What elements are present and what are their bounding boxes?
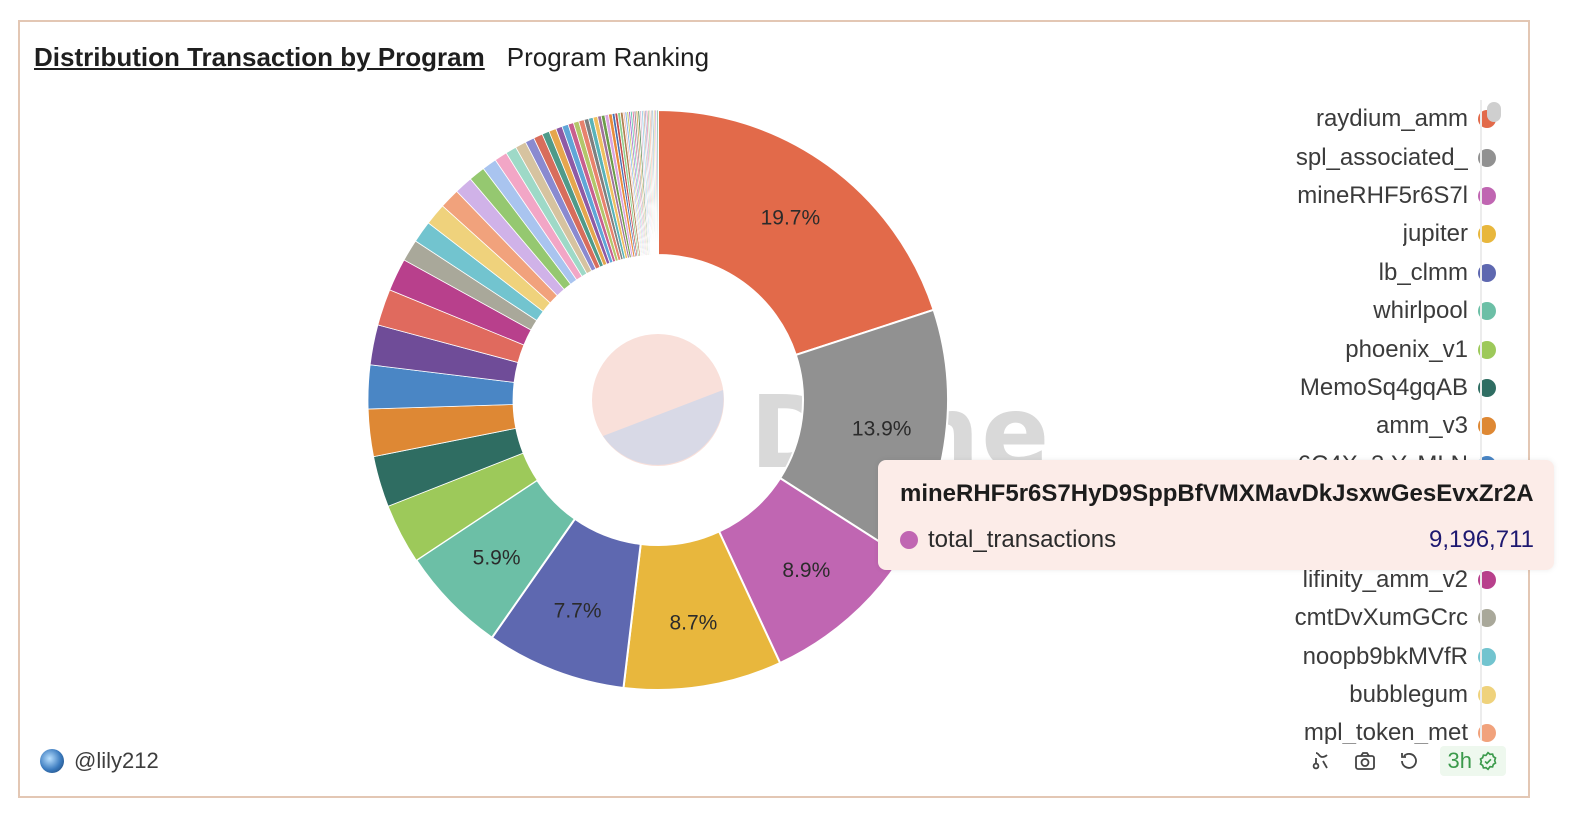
tooltip-series-name: total_transactions	[928, 526, 1117, 553]
slice-percent-label: 13.9%	[852, 417, 912, 440]
legend-item[interactable]: amm_v3	[1236, 407, 1496, 445]
legend-label: MemoSq4gqAB	[1299, 373, 1468, 401]
legend-dot	[1478, 340, 1496, 359]
legend-item[interactable]: mpl_token_met	[1236, 714, 1496, 744]
legend-label: noopb9bkMVfR	[1302, 642, 1468, 670]
legend-scrollbar[interactable]	[1480, 100, 1506, 740]
legend-item[interactable]: jupiter	[1236, 215, 1496, 253]
slice-percent-label: 7.7%	[554, 600, 602, 623]
pie-slice[interactable]	[656, 109, 659, 256]
dune-logo-icon	[592, 334, 724, 466]
camera-icon[interactable]	[1352, 748, 1378, 774]
legend: raydium_amm spl_associated_ mineRHF5r6S7l j…	[1236, 100, 1496, 744]
chart-card: Distribution Transaction by Program Prog…	[18, 20, 1554, 798]
legend-dot	[1478, 186, 1496, 205]
legend-label: lifinity_amm_v2	[1302, 565, 1468, 593]
tooltip-value: 9,196,711	[1429, 526, 1534, 553]
chart-header: Distribution Transaction by Program Prog…	[34, 42, 709, 73]
legend-item[interactable]: cmtDvXumGCrc	[1236, 599, 1496, 637]
legend-dot	[1478, 148, 1496, 167]
legend-label: raydium_amm	[1315, 105, 1468, 133]
legend-label: mineRHF5r6S7l	[1297, 181, 1468, 209]
legend-label: mpl_token_met	[1303, 719, 1468, 744]
legend-dot	[1478, 225, 1496, 244]
legend-dot	[1478, 686, 1496, 705]
avatar	[40, 749, 64, 773]
author-name[interactable]: @lily212	[74, 748, 159, 773]
legend-label: lb_clmm	[1378, 258, 1468, 286]
legend-item[interactable]: lifinity_amm_v2	[1236, 561, 1496, 599]
freshness-age: 3h	[1447, 748, 1472, 773]
legend-item[interactable]: spl_associated_	[1236, 138, 1496, 176]
slice-percent-label: 5.9%	[473, 546, 521, 569]
chart-title-link[interactable]: Distribution Transaction by Program	[34, 42, 485, 72]
legend-label: cmtDvXumGCrc	[1294, 604, 1468, 632]
freshness-badge: 3h	[1439, 746, 1506, 776]
legend-label: amm_v3	[1375, 412, 1468, 440]
footer-toolbar: 3h	[1308, 746, 1506, 776]
tooltip-title: mineRHF5r6S7HyD9SppBfVMXMavDkJsxwGesEvxZ…	[900, 480, 1534, 507]
legend-label: whirlpool	[1373, 297, 1468, 325]
slice-percent-label: 8.7%	[669, 612, 717, 635]
legend-dot	[1478, 724, 1496, 743]
legend-item[interactable]: noopb9bkMVfR	[1236, 637, 1496, 675]
legend-dot	[1478, 378, 1496, 397]
legend-label: spl_associated_	[1295, 143, 1468, 171]
slice-percent-label: 8.9%	[782, 559, 830, 582]
legend-item[interactable]: whirlpool	[1236, 292, 1496, 330]
donut-chart: 19.7% 13.9% 8.9% 8.7% 7.7% 5.9%	[367, 108, 949, 691]
legend-item[interactable]: MemoSq4gqAB	[1236, 369, 1496, 407]
refresh-icon[interactable]	[1396, 748, 1422, 774]
legend-dot	[1478, 570, 1496, 589]
fork-icon[interactable]	[1308, 748, 1334, 774]
legend-label: phoenix_v1	[1345, 335, 1468, 363]
legend-dot	[1478, 647, 1496, 666]
legend-label: jupiter	[1402, 220, 1468, 248]
pie-slice[interactable]	[657, 108, 935, 357]
legend-dot	[1478, 263, 1496, 282]
legend-scroll-thumb[interactable]	[1487, 102, 1501, 122]
chart-tooltip: mineRHF5r6S7HyD9SppBfVMXMavDkJsxwGesEvxZ…	[878, 460, 1554, 570]
legend-item[interactable]: bubblegum	[1236, 676, 1496, 714]
tooltip-series-dot	[900, 531, 918, 549]
legend-item[interactable]: phoenix_v1	[1236, 330, 1496, 368]
legend-item[interactable]: lb_clmm	[1236, 254, 1496, 292]
author[interactable]: @lily212	[40, 748, 159, 774]
check-badge-icon	[1479, 751, 1497, 771]
dune-logo-wedge	[603, 390, 724, 465]
legend-dot	[1478, 302, 1496, 321]
legend-dot	[1478, 609, 1496, 628]
legend-item[interactable]: mineRHF5r6S7l	[1236, 177, 1496, 215]
legend-dot	[1478, 417, 1496, 436]
tooltip-row: total_transactions 9,196,711	[900, 526, 1534, 554]
slice-percent-label: 19.7%	[761, 206, 821, 229]
legend-label: bubblegum	[1349, 681, 1468, 709]
legend-item[interactable]: raydium_amm	[1236, 100, 1496, 138]
chart-subtitle: Program Ranking	[506, 42, 710, 72]
